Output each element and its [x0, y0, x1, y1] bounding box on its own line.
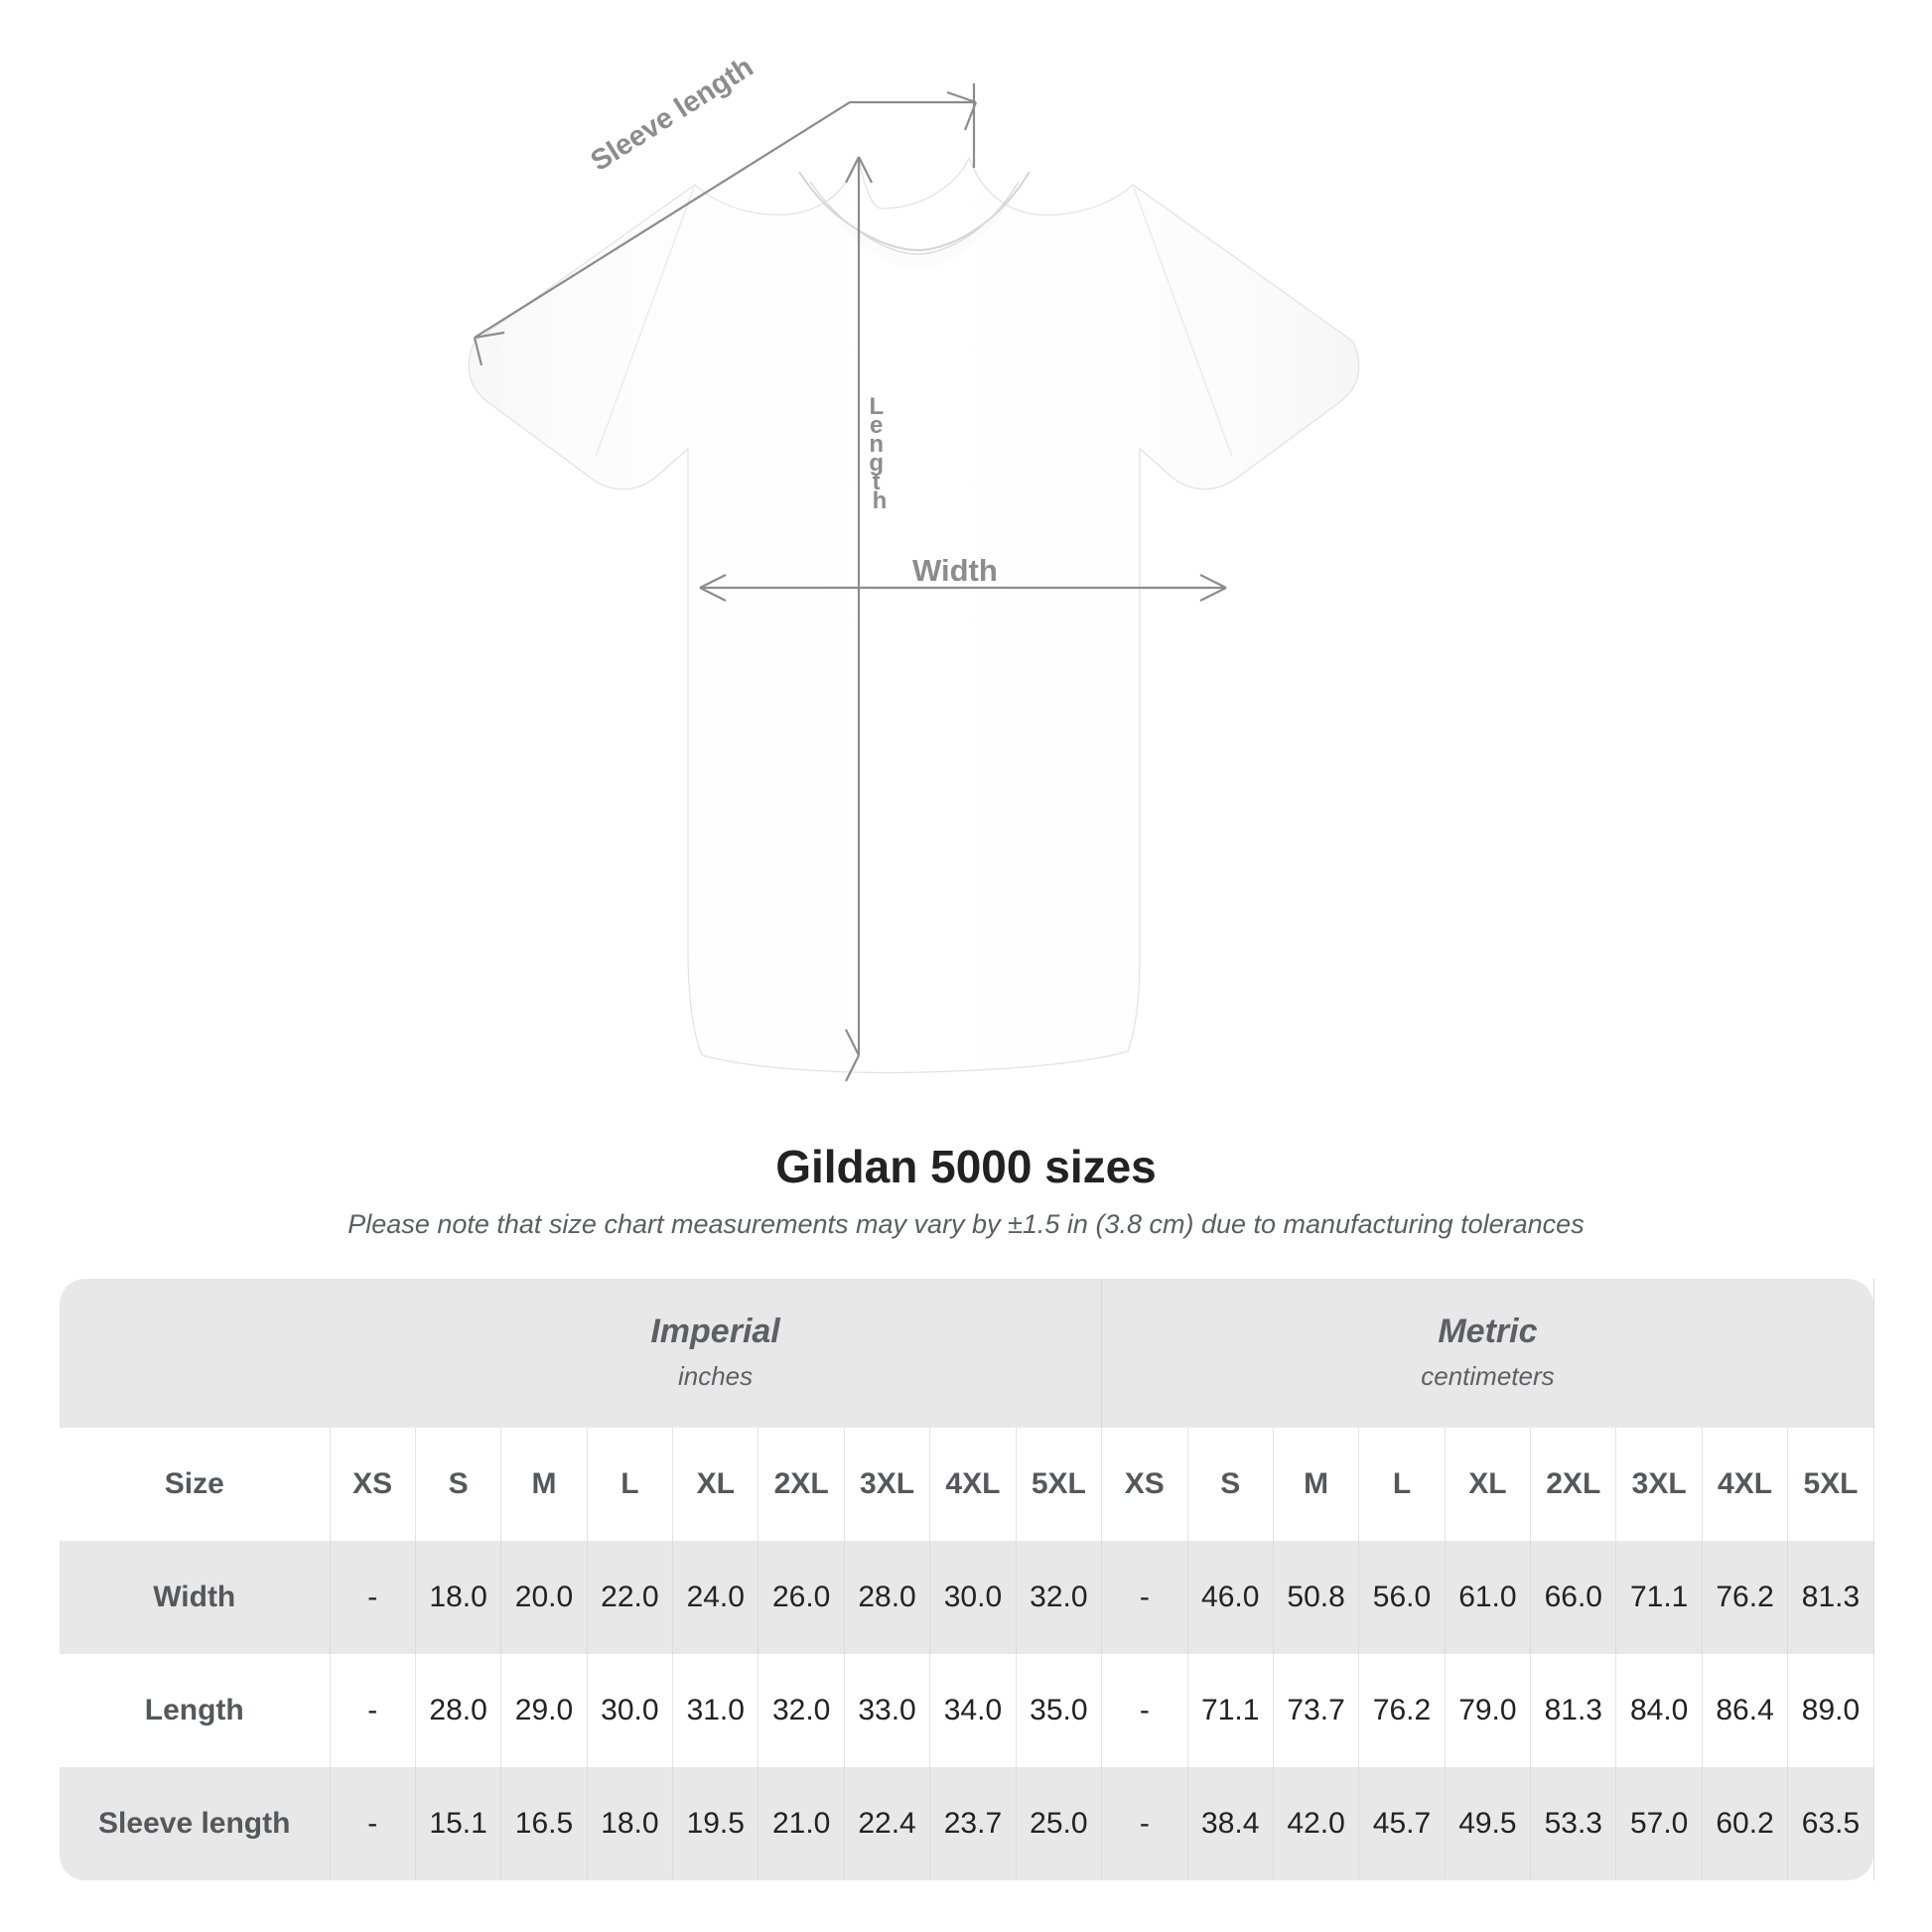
svg-text:Sleeve length: Sleeve length — [586, 51, 759, 177]
svg-text:Width: Width — [912, 553, 998, 588]
